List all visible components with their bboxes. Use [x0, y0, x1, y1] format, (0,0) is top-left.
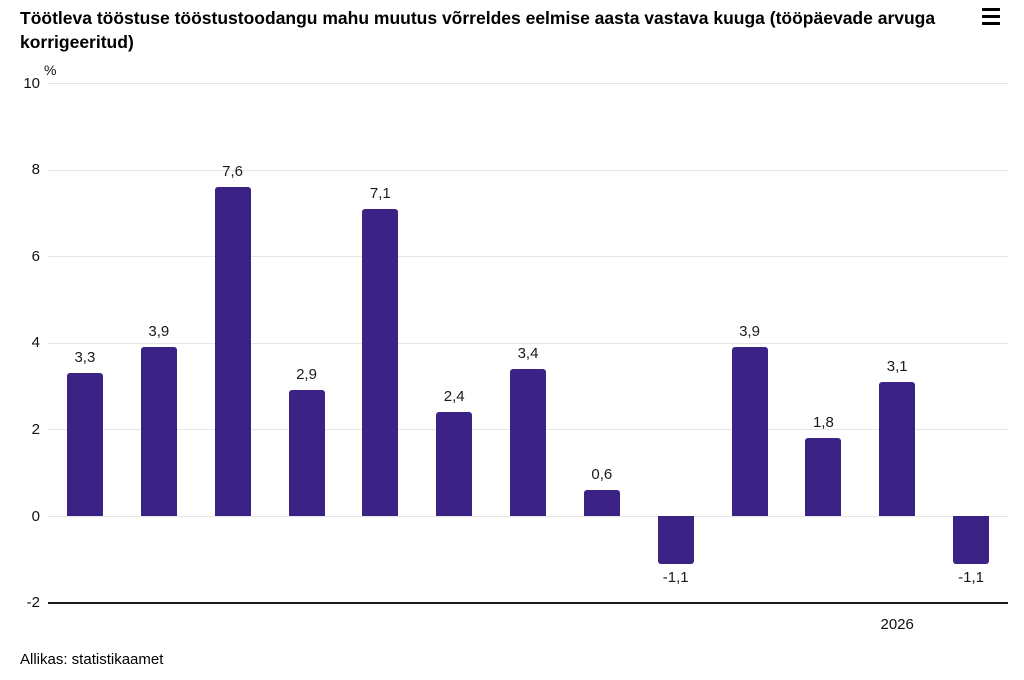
chart-title: Töötleva tööstuse tööstustoodangu mahu m… [20, 8, 936, 52]
bar-value-label: 3,3 [74, 349, 96, 367]
y-axis-tick-label: 8 [31, 161, 40, 179]
bar[interactable] [436, 412, 473, 516]
bar-value-label: 7,6 [222, 162, 244, 180]
y-axis-tick-label: 6 [31, 247, 40, 265]
bar-value-label: 2,9 [296, 366, 317, 384]
y-axis-tick-label: 10 [23, 74, 40, 92]
gridline [48, 169, 1008, 171]
bar-value-label: 0,6 [591, 466, 613, 483]
y-axis-tick-label: 0 [31, 507, 40, 525]
bar-value-label: 1,8 [812, 414, 834, 432]
bar[interactable] [362, 208, 399, 516]
menu-bar [982, 22, 1000, 25]
bar[interactable] [214, 186, 251, 516]
source-text: Allikas: statistikaamet [20, 651, 164, 668]
y-axis-tick-label: 2 [31, 420, 40, 438]
bar[interactable] [953, 516, 990, 564]
bar[interactable] [510, 368, 546, 516]
bar[interactable] [288, 390, 325, 516]
bar-value-label: 3,1 [886, 357, 908, 375]
bar[interactable] [66, 373, 103, 516]
bar[interactable] [805, 438, 842, 516]
gridline [48, 342, 1008, 344]
gridline [48, 83, 1008, 84]
x-axis-line [48, 601, 1008, 604]
bar-value-label: 3,9 [148, 323, 170, 341]
bar[interactable] [140, 347, 177, 516]
bar[interactable] [583, 490, 620, 516]
gridline [48, 256, 1008, 258]
bar-value-label: 3,9 [739, 323, 760, 341]
bar-value-label: 3,4 [517, 344, 539, 362]
bar-value-label: 7,1 [369, 184, 391, 202]
bar-value-label: -1,1 [958, 568, 985, 586]
y-axis-unit-label: % [44, 62, 57, 78]
bar-value-label: 2,4 [443, 388, 465, 406]
bar-value-label: -1,1 [662, 568, 689, 586]
bar[interactable] [657, 516, 694, 564]
x-axis-year-label: 2026 [880, 615, 914, 633]
y-axis-tick-label: 4 [31, 334, 40, 352]
hamburger-menu-icon[interactable] [982, 8, 1002, 25]
bar[interactable] [879, 381, 916, 516]
gridline [48, 516, 1008, 517]
menu-bar [982, 15, 1000, 18]
menu-bar [982, 8, 1000, 11]
y-axis-tick-label: -2 [26, 594, 40, 612]
bar[interactable] [731, 347, 768, 516]
